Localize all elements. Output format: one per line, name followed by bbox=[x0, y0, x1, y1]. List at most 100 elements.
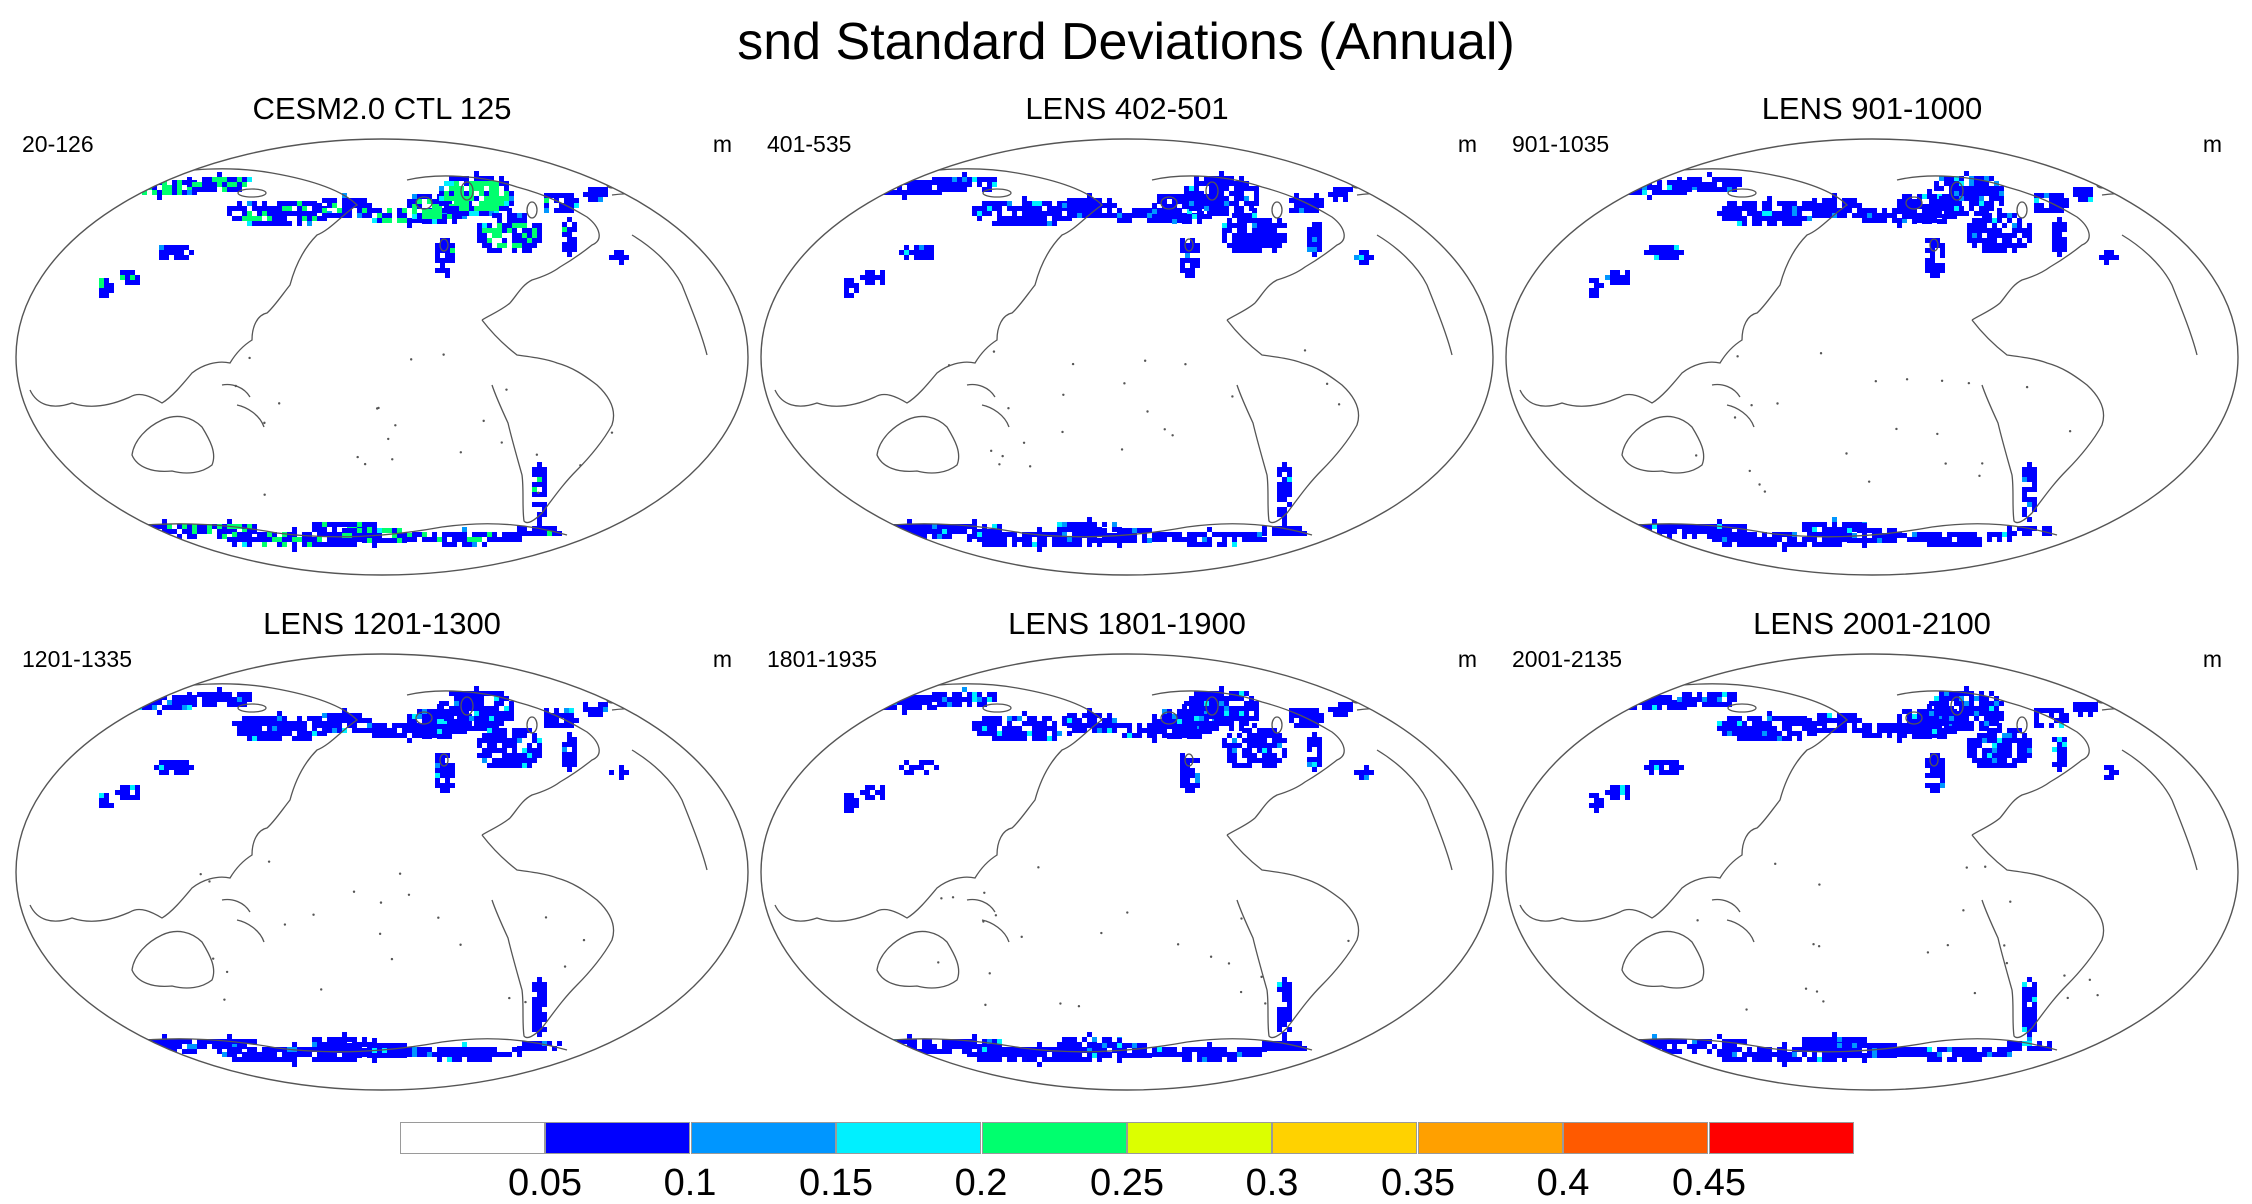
snow-cell bbox=[562, 232, 567, 237]
snow-cell bbox=[337, 718, 342, 723]
snow-cell bbox=[1930, 263, 1935, 268]
snow-cell bbox=[297, 206, 302, 211]
snow-cell bbox=[1897, 728, 1902, 733]
island-outline bbox=[1176, 943, 1180, 946]
snow-cell bbox=[1209, 711, 1214, 716]
snow-cell bbox=[1199, 701, 1204, 706]
snow-cell bbox=[437, 729, 442, 734]
snow-cell bbox=[252, 1057, 257, 1062]
snow-cell bbox=[1364, 255, 1369, 260]
snow-cell bbox=[1272, 238, 1277, 243]
snow-cell bbox=[1312, 242, 1317, 247]
snow-cell bbox=[207, 524, 212, 529]
snow-cell bbox=[1359, 260, 1364, 265]
snow-cell bbox=[2062, 237, 2067, 242]
snow-cell bbox=[1922, 537, 1927, 542]
snow-cell bbox=[1187, 214, 1192, 219]
snow-cell bbox=[444, 701, 449, 706]
snow-cell bbox=[1052, 736, 1057, 741]
snow-cell bbox=[527, 728, 532, 733]
snow-cell bbox=[1977, 238, 1982, 243]
snow-cell bbox=[159, 770, 164, 775]
snow-cell bbox=[135, 275, 140, 280]
snow-cell bbox=[1727, 731, 1732, 736]
snow-cell bbox=[1167, 218, 1172, 223]
snow-cell bbox=[177, 1044, 182, 1049]
snow-cell bbox=[962, 182, 967, 187]
snow-cell bbox=[197, 182, 202, 187]
snow-cell bbox=[182, 1049, 187, 1054]
coastline bbox=[851, 1038, 1313, 1053]
snow-cell bbox=[252, 731, 257, 736]
snow-cell bbox=[1187, 1052, 1192, 1057]
snow-cell bbox=[162, 1049, 167, 1054]
snow-cell bbox=[1195, 773, 1200, 778]
snow-cell bbox=[1314, 723, 1319, 728]
island-outline bbox=[1059, 1002, 1062, 1005]
snow-cell bbox=[377, 213, 382, 218]
snow-cell bbox=[450, 763, 455, 768]
snow-cell bbox=[972, 529, 977, 534]
snow-cell bbox=[1967, 743, 1972, 748]
snow-cell bbox=[1185, 273, 1190, 278]
snow-cell bbox=[522, 248, 527, 253]
snow-cell bbox=[1882, 208, 1887, 213]
map-boundary bbox=[1505, 138, 2239, 576]
snow-cell bbox=[257, 721, 262, 726]
snow-cell bbox=[522, 763, 527, 768]
snow-cell bbox=[1862, 543, 1867, 548]
snow-cell bbox=[469, 726, 474, 731]
snow-cell bbox=[1348, 707, 1353, 712]
snow-cell bbox=[1732, 692, 1737, 697]
snow-cell bbox=[372, 1053, 377, 1058]
snow-cell bbox=[2022, 477, 2027, 482]
snow-cell bbox=[1299, 718, 1304, 723]
snow-cell bbox=[1254, 201, 1259, 206]
snow-cell bbox=[1007, 726, 1012, 731]
snow-cell bbox=[277, 1057, 282, 1062]
snow-cell bbox=[287, 206, 292, 211]
snow-cell bbox=[1067, 213, 1072, 218]
snow-cell bbox=[347, 1037, 352, 1042]
snow-cell bbox=[977, 692, 982, 697]
snow-cell bbox=[1949, 176, 1954, 181]
snow-cell bbox=[1947, 214, 1952, 219]
snow-cell bbox=[1249, 201, 1254, 206]
snow-cell bbox=[1333, 712, 1338, 717]
snow-cell bbox=[927, 524, 932, 529]
snow-cell bbox=[902, 190, 907, 195]
snow-cell bbox=[427, 199, 432, 204]
snow-cell bbox=[865, 790, 870, 795]
snow-cell bbox=[532, 243, 537, 248]
snow-cell bbox=[1662, 524, 1667, 529]
snow-cell bbox=[2017, 223, 2022, 228]
snow-cell bbox=[1032, 1052, 1037, 1057]
snow-cell bbox=[459, 211, 464, 216]
snow-cell bbox=[2073, 192, 2078, 197]
snow-cell bbox=[317, 731, 322, 736]
snow-cell bbox=[1999, 201, 2004, 206]
snow-cell bbox=[987, 1047, 992, 1052]
snow-cell bbox=[1822, 198, 1827, 203]
snow-cell bbox=[202, 182, 207, 187]
snow-cell bbox=[1872, 533, 1877, 538]
snow-cell bbox=[487, 733, 492, 738]
snow-cell bbox=[1194, 691, 1199, 696]
snow-cell bbox=[1997, 243, 2002, 248]
snow-cell bbox=[1192, 724, 1197, 729]
snow-cell bbox=[312, 1047, 317, 1052]
snow-cell bbox=[1867, 218, 1872, 223]
snow-cell bbox=[947, 529, 952, 534]
snow-cell bbox=[1857, 538, 1862, 543]
snow-cell bbox=[1122, 538, 1127, 543]
snow-cell bbox=[462, 532, 467, 537]
snow-cell bbox=[1287, 1046, 1292, 1051]
island-outline bbox=[1239, 990, 1243, 994]
snow-cell bbox=[174, 760, 179, 765]
snow-cell bbox=[542, 531, 547, 536]
snow-cell bbox=[382, 728, 387, 733]
snow-cell bbox=[297, 736, 302, 741]
snow-cell bbox=[407, 218, 412, 223]
snow-cell bbox=[1967, 542, 1972, 547]
snow-cell bbox=[537, 982, 542, 987]
